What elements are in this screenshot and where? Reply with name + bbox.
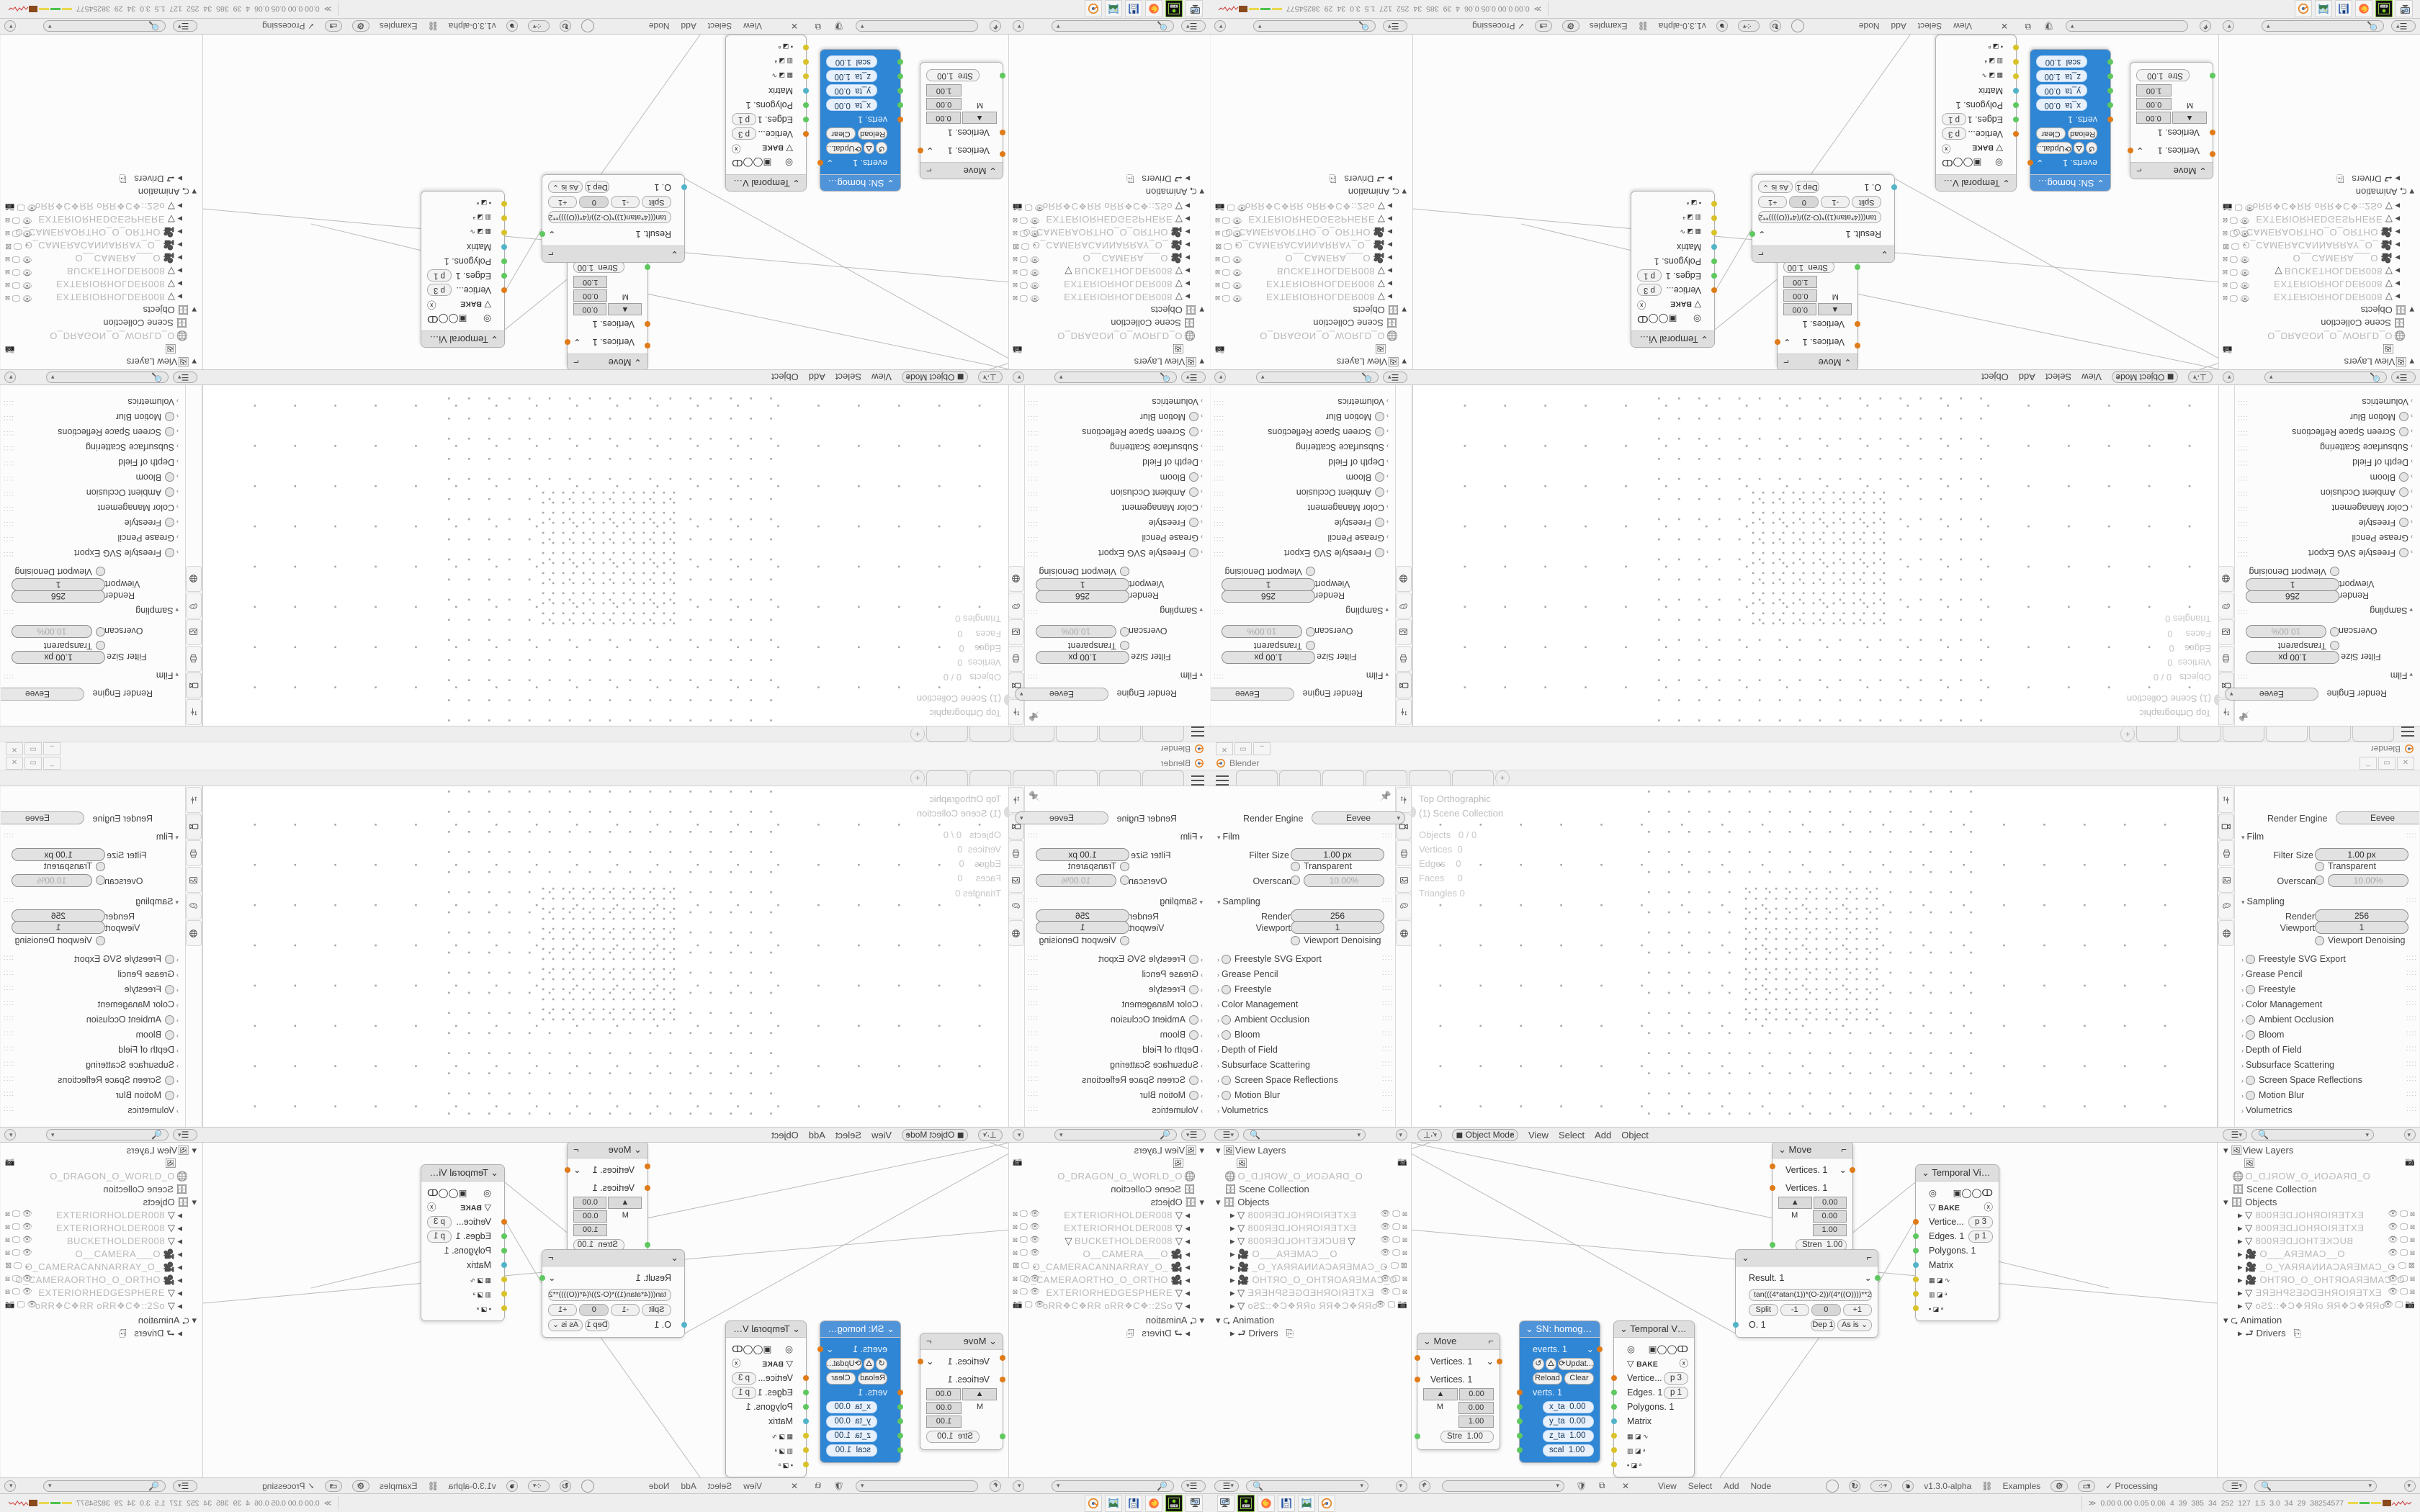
svg-text:64: 64 bbox=[1285, 1504, 1288, 1507]
svg-text:64: 64 bbox=[2342, 5, 2345, 8]
svg-text:64: 64 bbox=[1132, 1504, 1135, 1507]
svg-text:64: 64 bbox=[1132, 5, 1135, 8]
